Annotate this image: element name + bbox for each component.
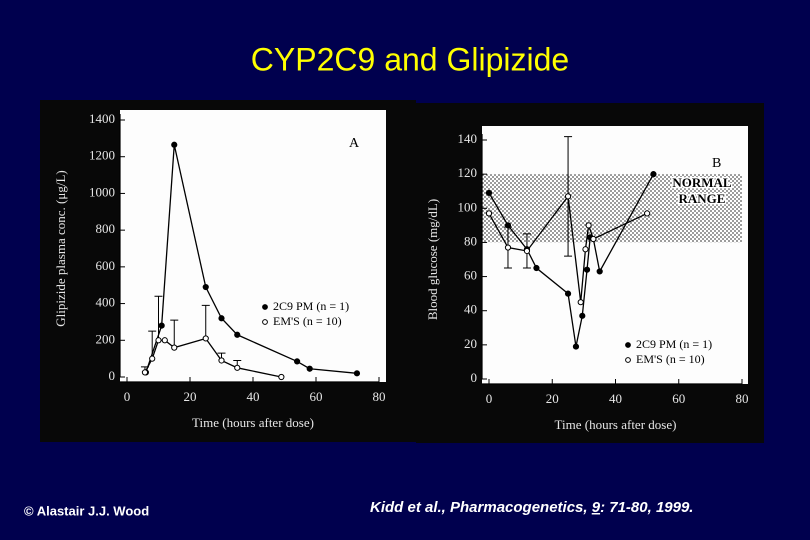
legend-label: 2C9 PM (n = 1) [273,299,349,313]
data-point [218,315,225,322]
data-point [644,210,651,217]
error-bar [201,304,210,339]
data-point [582,246,589,253]
citation-volume: 9 [592,499,601,516]
y-tick-label: 800 [96,221,116,236]
x-axis-label: Time (hours after dose) [192,415,314,430]
data-point [202,335,209,342]
citation: Kidd et al., Pharmacogenetics, 9: 71-80,… [370,499,693,516]
normal-range-label: NORMAL [672,175,732,190]
data-point [579,312,586,319]
x-tick-label: 40 [609,391,622,406]
y-tick-label: 1000 [89,184,115,199]
y-tick-label: 1200 [89,148,115,163]
data-point [572,343,580,350]
legend-label: 2C9 PM (n = 1) [636,337,712,351]
data-point [149,355,156,362]
x-tick-label: 20 [546,391,559,406]
y-axis-label: Glipizide plasma conc. (μg/L) [53,170,68,326]
x-tick-label: 0 [124,389,131,404]
data-point [596,268,603,275]
data-point [564,290,572,297]
x-tick-label: 80 [736,391,749,406]
normal-range-label: RANGE [679,191,726,206]
y-tick-label: 0 [471,370,478,385]
data-point [234,331,241,338]
citation-suffix: : 71-80, 1999. [600,499,693,516]
legend-label: EM'S (n = 10) [636,352,705,366]
chart-a: 0 200 400 600 800 1000 1200 1400 0 20 40 60 80 Time (… [53,110,386,430]
data-point [234,364,241,371]
credit: © Alastair J.J. Wood [24,503,149,518]
data-point [171,141,178,148]
y-tick-label: 0 [109,368,116,383]
y-tick-label: 120 [458,165,478,180]
y-tick-label: 1400 [89,111,115,126]
data-point [202,283,209,291]
data-point [533,264,540,272]
data-point [306,365,313,372]
data-point [577,299,584,306]
error-bar [148,330,157,359]
plot-area [482,126,748,384]
y-tick-label: 60 [464,268,477,283]
data-point [585,222,592,229]
y-tick-label: 400 [96,295,116,310]
x-tick-label: 60 [672,391,685,406]
error-bar [170,319,179,348]
data-point [590,235,597,243]
y-tick-label: 80 [464,233,477,248]
legend-marker [262,319,268,325]
data-point [278,373,285,381]
x-axis-label: Time (hours after dose) [555,417,677,432]
y-tick-label: 600 [96,258,116,273]
panel-label: B [712,156,721,171]
data-point [141,369,149,376]
y-tick-label: 100 [458,199,478,214]
data-point [158,322,165,329]
y-tick-label: 140 [458,131,478,146]
data-point [523,247,531,255]
series-line [488,173,655,347]
slide-title: CYP2C9 and Glipizide [251,41,569,77]
data-point [504,244,512,251]
y-tick-label: 20 [464,336,477,351]
data-point [155,337,162,344]
data-point [485,189,493,197]
x-tick-label: 20 [184,389,197,404]
legend-label: EM'S (n = 10) [273,314,342,328]
data-point [218,357,225,364]
x-tick-label: 60 [310,389,323,404]
legend-marker [262,304,268,310]
data-point [583,266,591,273]
plot-area [120,110,386,382]
y-tick-label: 200 [96,331,116,346]
data-point [564,193,572,200]
error-bar [154,295,163,341]
legend-marker [625,357,631,363]
data-point [294,358,301,365]
data-point [485,210,493,217]
data-point [171,344,178,351]
x-tick-label: 40 [247,389,260,404]
data-point [650,171,657,178]
data-point [353,370,361,377]
panel-label: A [349,136,360,151]
x-tick-label: 0 [486,391,493,406]
x-tick-label: 80 [373,389,386,404]
citation-prefix: Kidd et al., Pharmacogenetics, [370,499,592,516]
normal-range-band [482,174,742,243]
legend-marker [625,342,631,348]
data-point [161,337,168,344]
y-tick-label: 40 [464,302,477,317]
y-axis-label: Blood glucose (mg/dL) [425,199,440,320]
